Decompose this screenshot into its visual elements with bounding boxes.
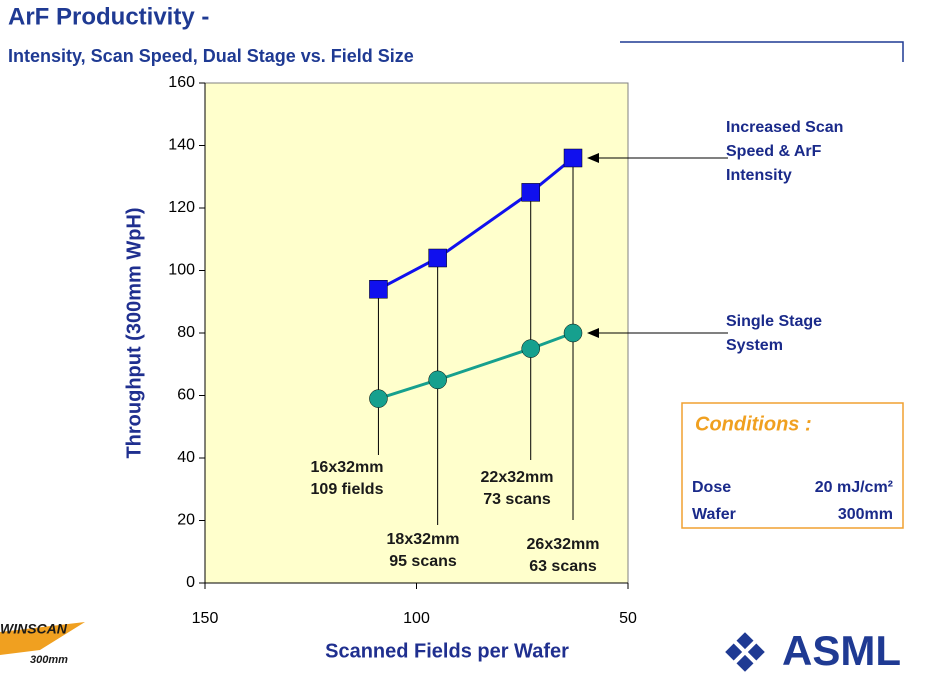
conditions-title: Conditions : <box>695 413 812 435</box>
marker <box>369 389 388 408</box>
field-label: 109 fields <box>311 481 384 498</box>
x-tick-label: 150 <box>192 610 219 627</box>
series-line <box>377 156 574 291</box>
x-tick-label: 50 <box>619 610 637 627</box>
marker <box>428 370 447 390</box>
asml-icon <box>725 632 765 672</box>
x-tick-label: 100 <box>403 610 430 627</box>
conditions-box <box>681 402 904 529</box>
marker <box>428 248 447 268</box>
marker <box>521 183 540 202</box>
marker <box>521 339 540 358</box>
condition-name: Dose <box>692 479 731 496</box>
y-tick-label: 140 <box>168 137 195 154</box>
field-label: 73 scans <box>483 491 551 508</box>
y-tick-label: 80 <box>177 324 195 341</box>
winscan-sub: 300mm <box>30 654 68 666</box>
condition-value: 20 mJ/cm² <box>815 479 893 496</box>
field-label: 26x32mm <box>527 536 600 553</box>
asml-logo: ASML <box>782 627 901 674</box>
field-label: 95 scans <box>389 553 457 570</box>
arrow-head <box>587 153 600 163</box>
slide-subtitle: Intensity, Scan Speed, Dual Stage vs. Fi… <box>8 46 414 66</box>
field-label: 22x32mm <box>481 469 554 486</box>
series-annotation: System <box>726 337 783 354</box>
winscan-logo: WINSCAN <box>0 621 68 637</box>
condition-name: Wafer <box>692 506 736 523</box>
header-rule <box>620 41 904 62</box>
marker <box>563 323 583 343</box>
field-label: 18x32mm <box>387 531 460 548</box>
winscan-swoosh <box>0 622 85 655</box>
field-label: 16x32mm <box>311 459 384 476</box>
y-tick-label: 20 <box>177 512 195 529</box>
series-annotation: Increased Scan <box>726 119 843 136</box>
arrow-head <box>587 328 600 338</box>
series-annotation: Single Stage <box>726 313 822 330</box>
y-tick-label: 0 <box>186 574 195 591</box>
condition-value: 300mm <box>838 506 893 523</box>
marker <box>563 148 583 168</box>
marker <box>369 280 388 299</box>
y-axis-label: Throughput (300mm WpH) <box>123 207 145 458</box>
series-annotation: Speed & ArF <box>726 143 822 160</box>
x-axis-label: Scanned Fields per Wafer <box>325 640 569 662</box>
series-line <box>377 331 574 401</box>
y-tick-label: 160 <box>168 74 195 91</box>
y-tick-label: 120 <box>168 199 195 216</box>
y-tick-label: 60 <box>177 387 195 404</box>
slide-title: ArF Productivity - <box>8 3 209 30</box>
y-tick-label: 100 <box>168 262 195 279</box>
field-label: 63 scans <box>529 558 597 575</box>
series-annotation: Intensity <box>726 167 792 184</box>
y-tick-label: 40 <box>177 449 195 466</box>
plot-area <box>204 82 629 584</box>
